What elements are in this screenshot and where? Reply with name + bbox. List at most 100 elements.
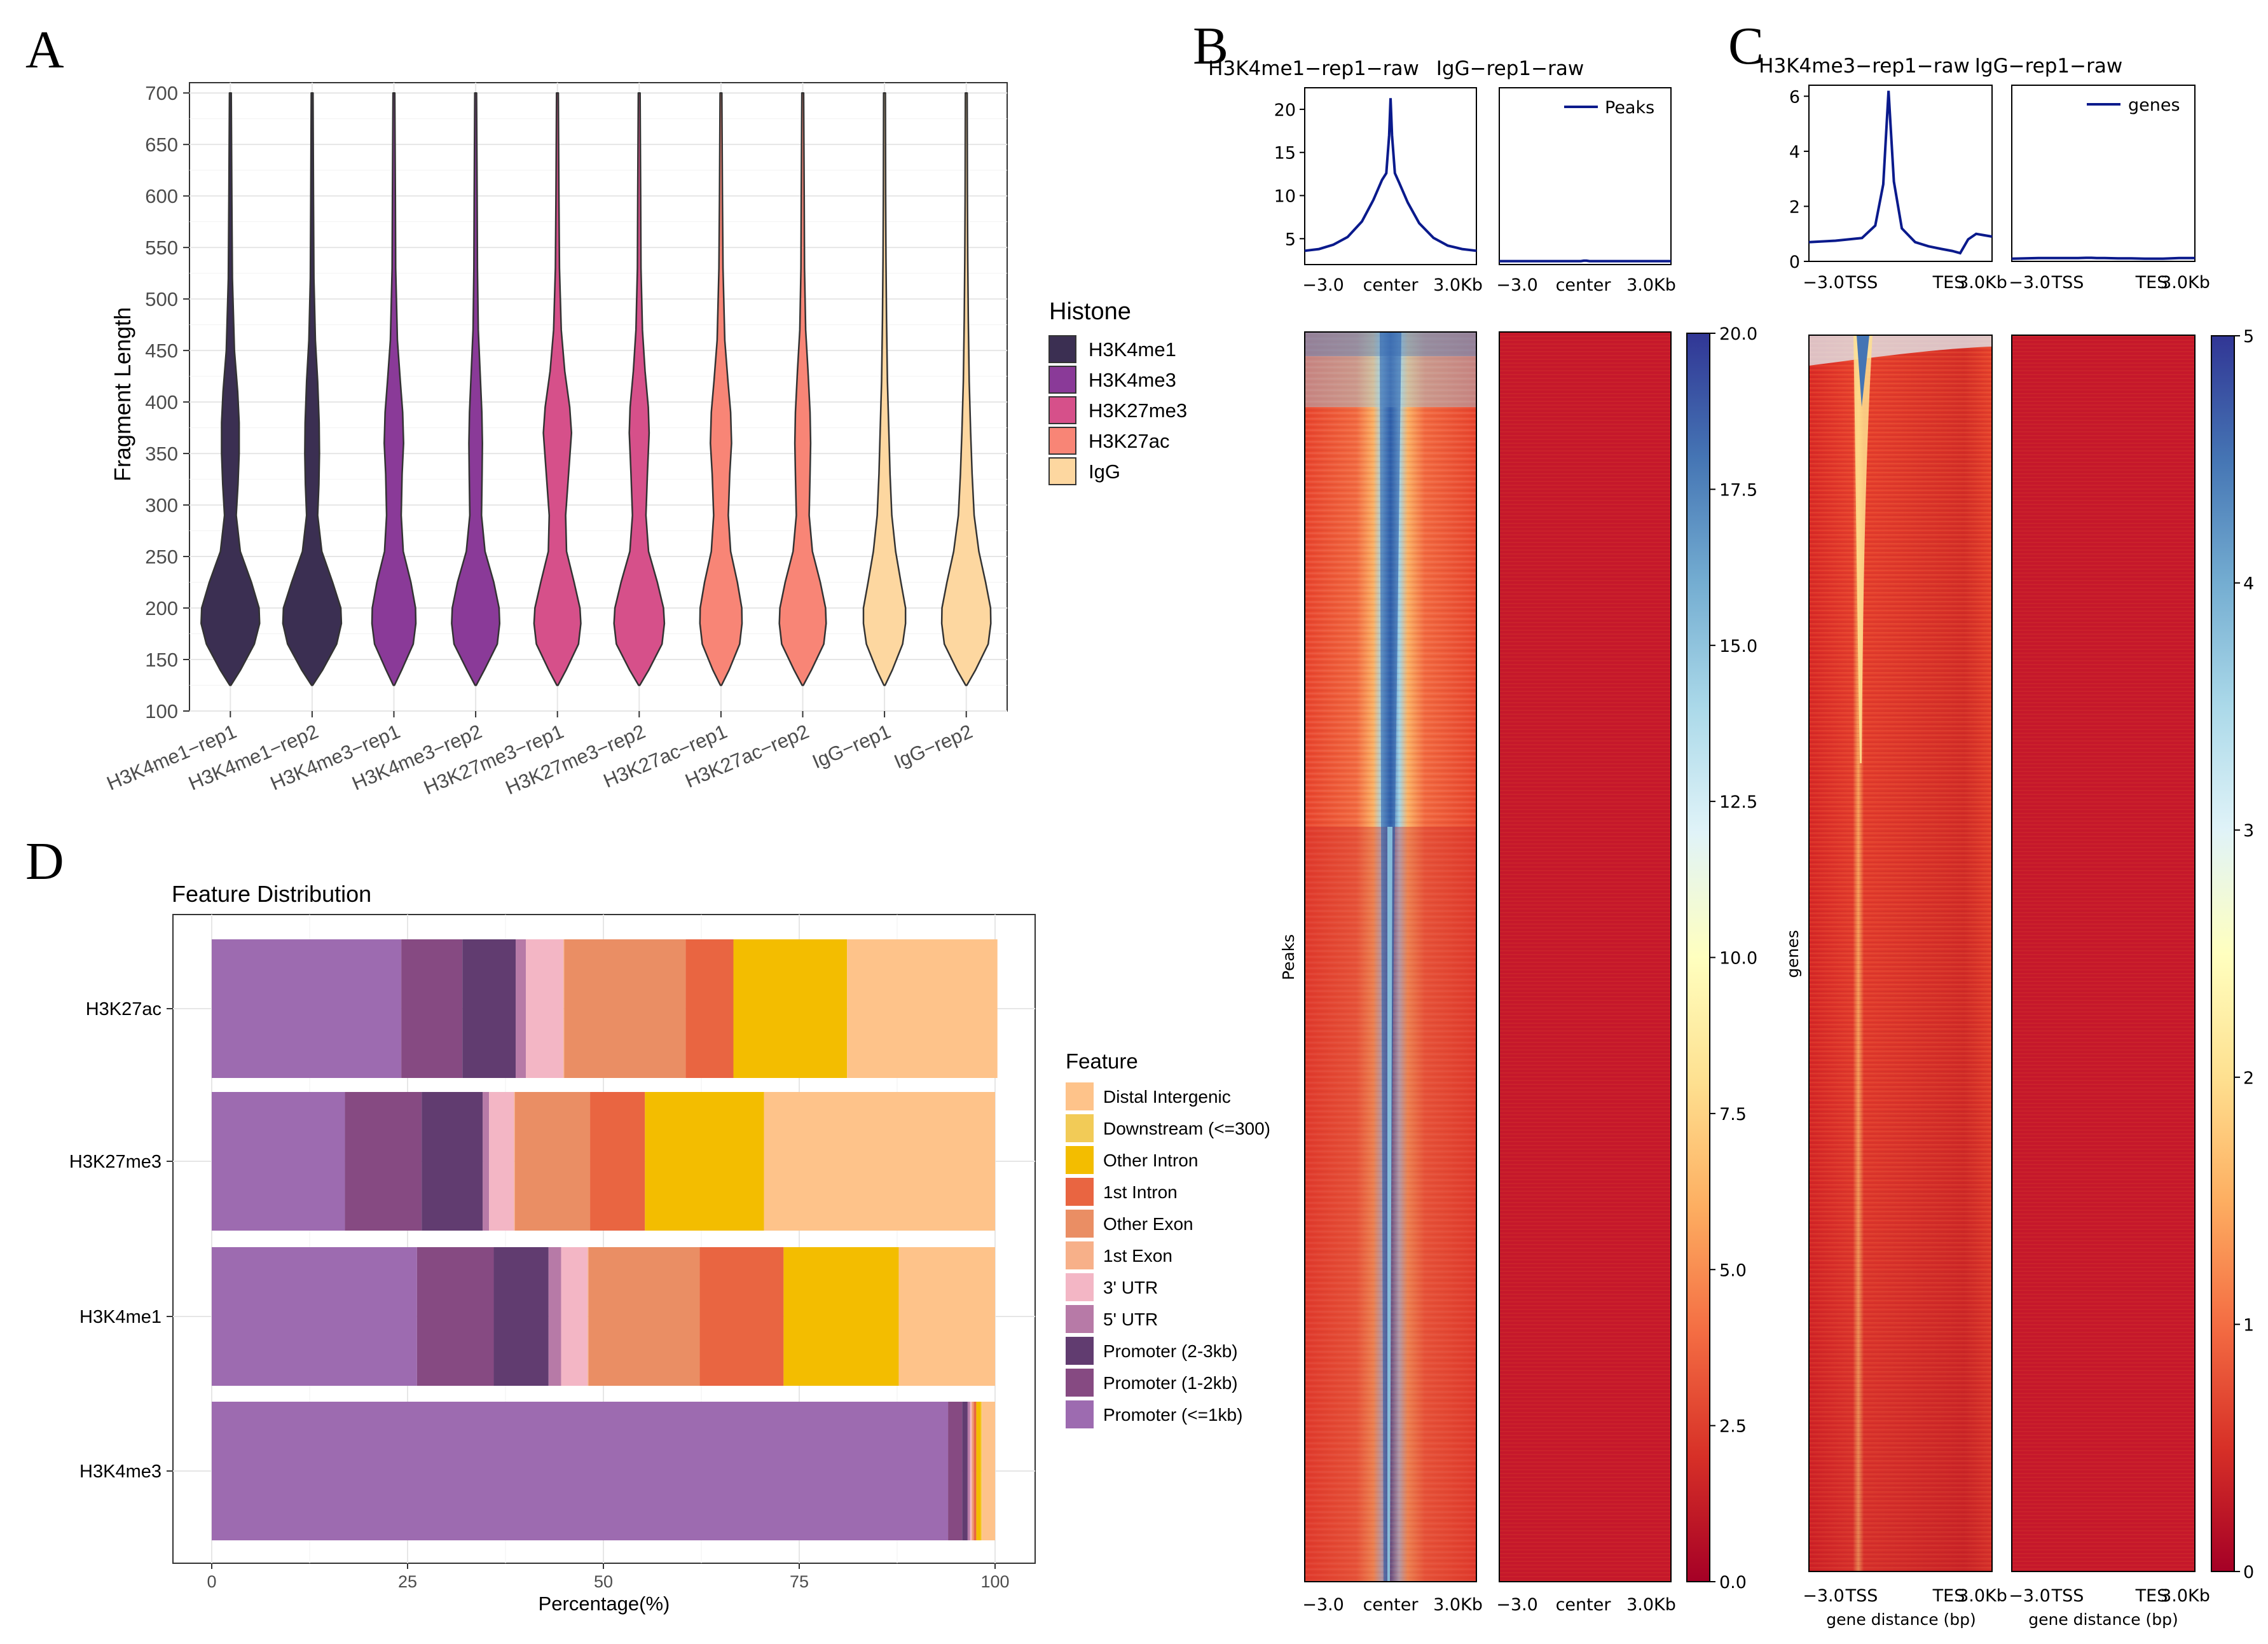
- bar-segment: [514, 1092, 591, 1231]
- bar-segment: [733, 939, 848, 1078]
- profile-c-y-tick: 4: [1789, 142, 1800, 162]
- violins: [200, 92, 992, 686]
- bar-segment: [345, 1092, 422, 1231]
- violin-y-label: Fragment Length: [109, 307, 135, 481]
- bar-segment: [699, 1247, 784, 1386]
- violin-legend-swatch: [1048, 396, 1076, 424]
- colorbar-c-tick: 1: [2243, 1315, 2254, 1335]
- bar-segment: [212, 1092, 345, 1231]
- bar-legend-swatch: [1066, 1273, 1094, 1301]
- colorbar-b-tick: 20.0: [1719, 324, 1757, 344]
- bar-segment: [970, 1402, 972, 1540]
- bar-legend-swatch: [1066, 1146, 1094, 1174]
- bar-legend-swatch: [1066, 1178, 1094, 1206]
- bar-segment: [645, 1092, 764, 1231]
- bar-legend-swatch: [1066, 1400, 1094, 1428]
- bar-legend-label: Promoter (2-3kb): [1103, 1341, 1238, 1361]
- violin-y-ticks: 100 150 200 250 300 350 400 450 500 550 600 650 700: [145, 82, 189, 722]
- bar-segment: [561, 1247, 588, 1386]
- profile-b-y-ticks: 5 10 15 20: [1274, 100, 1305, 249]
- profile-c-y-tick: 0: [1789, 252, 1800, 272]
- bar-segment: [483, 1092, 490, 1231]
- bar-segment: [548, 1247, 561, 1386]
- heatmap-b1-xtick: center: [1363, 1595, 1419, 1615]
- heatmap-b1-xtick: 3.0Kb: [1433, 1595, 1483, 1615]
- bar-y-tick: H3K4me1: [79, 1307, 162, 1327]
- violin-y-tick: 200: [145, 597, 178, 619]
- violin-y-tick: 150: [145, 649, 178, 671]
- bar-legend-swatch: [1066, 1369, 1094, 1397]
- profile-c1-xtick: 3.0Kb: [1958, 273, 2007, 293]
- bar-legend-swatch: [1066, 1210, 1094, 1238]
- bar-segment: [685, 939, 734, 1078]
- bar-legend-label: Promoter (1-2kb): [1103, 1373, 1238, 1393]
- profile-frame-c2: [2011, 85, 2196, 262]
- colorbar-c-tick: 2: [2243, 1068, 2254, 1088]
- violin: [200, 92, 261, 686]
- violin-y-tick: 600: [145, 185, 178, 207]
- violin-legend-label: H3K27me3: [1089, 399, 1187, 422]
- bar-segment: [973, 1402, 977, 1540]
- heatmap-b2-xtick: −3.0: [1496, 1595, 1538, 1615]
- bar-legend-swatch: [1066, 1082, 1094, 1110]
- profile-c1-xtick: TSS: [1845, 273, 1878, 293]
- colorbar-b-ticks: 0.0 2.5 5.0 7.5 10.0 12.5 15.0 17.5 20.0: [1710, 324, 1757, 1592]
- bar-legend-label: 5' UTR: [1103, 1309, 1158, 1329]
- profile-b-y-tick: 10: [1274, 187, 1296, 207]
- violin: [940, 92, 992, 686]
- bar-legend-label: Downstream (<=300): [1103, 1119, 1270, 1138]
- colorbar-c-tick: 3: [2243, 821, 2254, 841]
- profile-c2-xtick: TES: [2135, 273, 2168, 293]
- bar-x-tick: 0: [207, 1572, 216, 1591]
- profile-line-h3k4me1: [1304, 98, 1477, 252]
- heatmap-c2-xtick: TES: [2135, 1586, 2168, 1606]
- panel-label-d: D: [25, 832, 64, 891]
- profile-b1-xtick: 3.0Kb: [1433, 275, 1483, 295]
- violin-legend: H3K4me1 H3K4me3 H3K27me3 H3K27ac IgG: [1048, 335, 1187, 485]
- profile-frame-b2: [1499, 87, 1672, 265]
- bar-segment: [489, 1092, 514, 1231]
- violin-y-tick: 250: [145, 546, 178, 568]
- violin-legend-label: H3K4me1: [1089, 338, 1176, 361]
- colorbar-b-tick: 7.5: [1719, 1105, 1747, 1124]
- bar-segment: [783, 1247, 899, 1386]
- heatmap-c2-xtick: TSS: [2051, 1586, 2084, 1606]
- colorbar-c-tick: 0: [2243, 1563, 2254, 1582]
- heatmap-c: H3K4me3−rep1−raw IgG−rep1−raw 0 2 4 6 genes…: [1759, 55, 2254, 1629]
- bar-legend-label: Distal Intergenic: [1103, 1087, 1231, 1107]
- bar-x-label: Percentage(%): [539, 1592, 670, 1615]
- profile-b-y-tick: 5: [1285, 230, 1296, 249]
- violin: [778, 92, 827, 686]
- profile-legend-b: Peaks: [1605, 98, 1654, 118]
- bar-y-tick: H3K27me3: [69, 1152, 162, 1172]
- heatmap-h3k4me3: [1808, 335, 1993, 1572]
- colorbar-b-tick: 5.0: [1719, 1261, 1747, 1280]
- colorbar-b-tick: 15.0: [1719, 637, 1757, 656]
- colorbar-b-tick: 17.5: [1719, 480, 1757, 500]
- profile-b1-xtick: −3.0: [1302, 275, 1344, 295]
- heatmap-c1-x-label: gene distance (bp): [1826, 1610, 1976, 1629]
- panel-label-a: A: [25, 20, 64, 79]
- profile-b2-xtick: center: [1556, 275, 1612, 295]
- violin-legend-label: IgG: [1089, 460, 1120, 483]
- bar-y-tick: H3K27ac: [86, 999, 162, 1019]
- bars: [212, 939, 998, 1540]
- bar-legend-label: Other Exon: [1103, 1214, 1193, 1234]
- bar-segment: [563, 939, 565, 1078]
- colorbar-c: [2211, 335, 2235, 1572]
- profile-b-x-ticks: −3.0 center 3.0Kb −3.0 center 3.0Kb: [1302, 275, 1676, 295]
- profile-legend-c: genes: [2128, 95, 2180, 115]
- violin: [699, 92, 743, 686]
- violin-legend-label: H3K27ac: [1089, 430, 1170, 452]
- bar-legend-label: 1st Intron: [1103, 1182, 1178, 1202]
- profile-title-b2: IgG−rep1−raw: [1436, 57, 1584, 80]
- violin: [613, 92, 666, 686]
- heatmap-c2-xtick: −3.0: [2009, 1586, 2051, 1606]
- profile-c2-xtick: TSS: [2051, 273, 2084, 293]
- bar-segment: [847, 939, 998, 1078]
- violin: [533, 92, 582, 686]
- stacked-bar-chart: Feature Distribution H3K27ac H3K27me3 H3K4…: [69, 881, 1270, 1615]
- bar-legend-swatch: [1066, 1305, 1094, 1333]
- bar-segment: [982, 1402, 995, 1540]
- heatmap-b-row-label: Peaks: [1279, 934, 1298, 980]
